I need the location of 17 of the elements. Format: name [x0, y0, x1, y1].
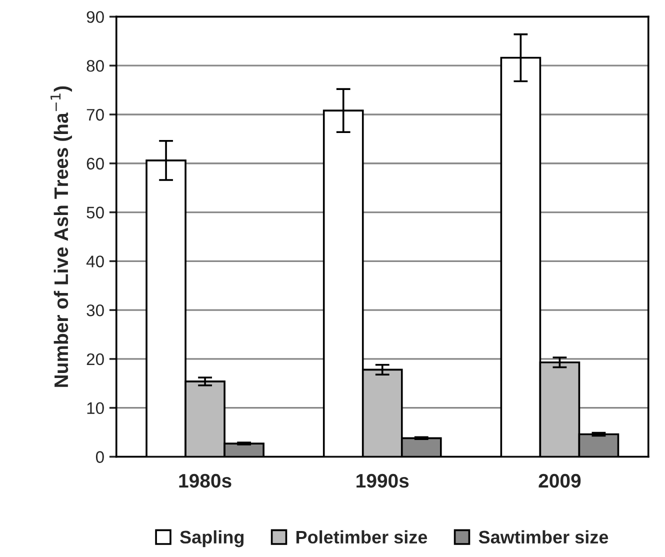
y-tick-label: 50: [86, 206, 104, 218]
y-tick-label: 20: [86, 353, 104, 366]
y-tick-label: 90: [86, 11, 104, 23]
y-tick-label: 70: [86, 108, 104, 121]
legend-label: Poletimber size: [296, 530, 428, 544]
y-tick-label: 10: [87, 402, 104, 414]
y-tick-label: 30: [86, 304, 104, 316]
legend-label: Sapling: [180, 530, 244, 548]
y-tick-label: 40: [86, 256, 104, 268]
y-axis-title: Number of Live Ash Trees (ha$^{−1}$): [50, 86, 72, 387]
y-tick-label: 80: [86, 60, 104, 72]
x-tick-label: 1990s: [356, 474, 409, 488]
y-tick-label: 0: [96, 451, 104, 463]
legend-label: Sawtimber size: [478, 530, 608, 544]
y-tick-label: 60: [86, 158, 104, 170]
x-tick-label: 2009: [538, 474, 581, 488]
x-tick-label: 1980s: [179, 474, 232, 488]
